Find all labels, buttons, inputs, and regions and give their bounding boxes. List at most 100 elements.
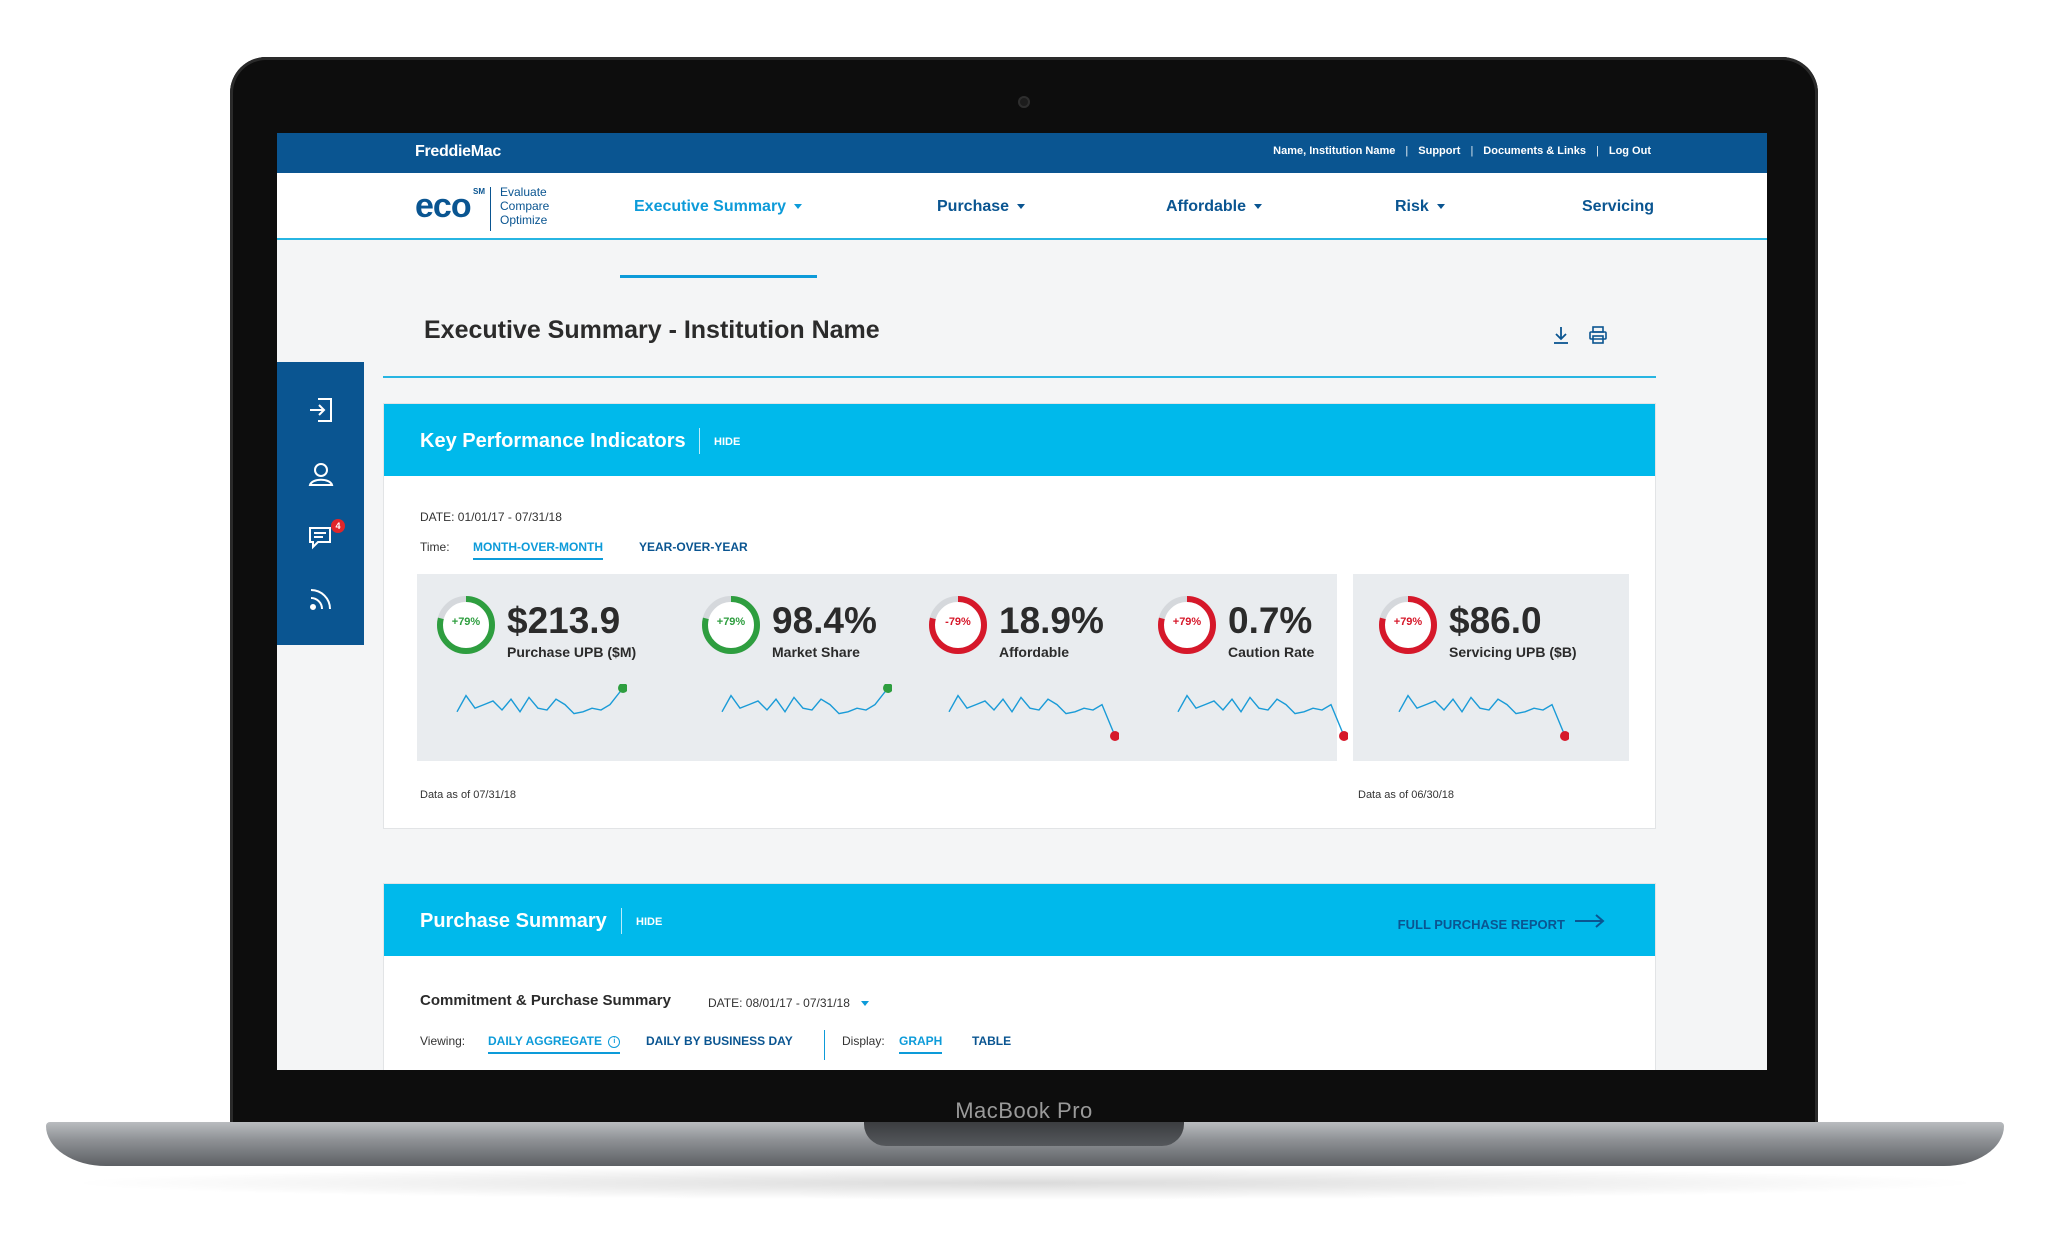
page-title: Executive Summary - Institution Name bbox=[424, 316, 880, 344]
screen: FreddieMac Name, Institution Name | Supp… bbox=[277, 133, 1767, 1070]
sparkline-endpoint bbox=[883, 684, 892, 693]
sparkline bbox=[1398, 694, 1569, 741]
nav-executive-summary[interactable]: Executive Summary bbox=[634, 198, 803, 216]
nav-label: Servicing bbox=[1582, 198, 1655, 215]
purchase-panel: Purchase Summary HIDE FULL PURCHASE REPO… bbox=[383, 883, 1656, 1070]
nav-risk[interactable]: Risk bbox=[1395, 198, 1445, 216]
messages-icon[interactable] bbox=[306, 522, 336, 552]
kpi-hide-link[interactable]: HIDE bbox=[714, 436, 741, 448]
eco-tagline: Evaluate Compare Optimize bbox=[500, 185, 549, 227]
tab-daily-by-business-day[interactable]: DAILY BY BUSINESS DAY bbox=[646, 1034, 793, 1048]
tab-month-over-month[interactable]: MONTH-OVER-MONTH bbox=[473, 540, 603, 560]
caret-down-icon bbox=[1254, 204, 1262, 210]
sparkline-endpoint bbox=[1560, 731, 1569, 741]
separator: | bbox=[1470, 145, 1474, 157]
documents-links-link[interactable]: Documents & Links bbox=[1483, 145, 1586, 157]
kpi-change: +79% bbox=[451, 616, 481, 628]
arrow-right-icon[interactable] bbox=[1575, 914, 1605, 928]
print-icon[interactable] bbox=[1588, 325, 1608, 345]
utility-links: Name, Institution Name | Support | Docum… bbox=[1273, 145, 1651, 157]
kpi-value: $86.0 bbox=[1449, 600, 1542, 641]
separator: | bbox=[1595, 145, 1599, 157]
camera-icon bbox=[1018, 96, 1030, 108]
kpi-date: DATE: 01/01/17 - 07/31/18 bbox=[420, 510, 562, 524]
progress-ring bbox=[1379, 596, 1437, 654]
nav-label: Executive Summary bbox=[634, 198, 787, 215]
caret-down-icon bbox=[1017, 204, 1026, 210]
kpi-card-caution-rate[interactable]: +79% 0.7% Caution Rate bbox=[1156, 594, 1376, 764]
kpi-label: Caution Rate bbox=[1228, 644, 1315, 660]
title-divider bbox=[383, 376, 1656, 378]
kpi-value: 98.4% bbox=[772, 600, 877, 641]
purchase-date[interactable]: DATE: 08/01/17 - 07/31/18 bbox=[708, 996, 870, 1010]
freddie-mac-logo[interactable]: FreddieMac bbox=[415, 143, 501, 160]
data-as-of-left: Data as of 07/31/18 bbox=[420, 789, 517, 801]
ring-fill bbox=[437, 596, 495, 654]
login-icon[interactable] bbox=[306, 395, 336, 425]
eco-logo[interactable]: eco bbox=[415, 187, 472, 225]
date-value: 08/01/17 - 07/31/18 bbox=[745, 996, 850, 1010]
feed-icon[interactable] bbox=[306, 584, 336, 614]
device-brand-label: MacBook Pro bbox=[955, 1098, 1093, 1123]
info-icon[interactable]: i bbox=[608, 1035, 621, 1048]
kpi-label: Market Share bbox=[772, 644, 860, 660]
tagline-line: Compare bbox=[500, 199, 550, 213]
download-icon[interactable] bbox=[1551, 325, 1571, 345]
tab-graph[interactable]: GRAPH bbox=[899, 1034, 943, 1054]
log-out-link[interactable]: Log Out bbox=[1608, 145, 1651, 157]
sparkline bbox=[1177, 694, 1348, 741]
kpi-label: Purchase UPB ($M) bbox=[507, 644, 637, 660]
kpi-card-servicing-upb[interactable]: +79% $86.0 Servicing UPB ($B) bbox=[1377, 594, 1597, 764]
purchase-header: Purchase Summary HIDE FULL PURCHASE REPO… bbox=[384, 884, 1655, 956]
kpi-panel: Key Performance Indicators HIDE DATE: 01… bbox=[383, 403, 1656, 829]
left-sidebar: 4 bbox=[277, 362, 364, 645]
nav-servicing[interactable]: Servicing bbox=[1582, 198, 1654, 216]
purchase-hide-link[interactable]: HIDE bbox=[636, 916, 663, 928]
account-link[interactable]: Name, Institution Name bbox=[1273, 145, 1396, 157]
date-value: 01/01/17 - 07/31/18 bbox=[457, 510, 562, 524]
kpi-change: +79% bbox=[716, 616, 746, 628]
options-divider bbox=[824, 1030, 825, 1060]
tagline-line: Optimize bbox=[500, 213, 548, 227]
nav-purchase[interactable]: Purchase bbox=[937, 198, 1026, 216]
support-link[interactable]: Support bbox=[1418, 145, 1461, 157]
laptop-notch bbox=[864, 1122, 1184, 1146]
kpi-card-purchase-upb[interactable]: +79% $213.9 Purchase UPB ($M) bbox=[435, 594, 655, 764]
kpi-label: Servicing UPB ($B) bbox=[1449, 644, 1577, 660]
header-divider bbox=[621, 908, 622, 934]
ring-fill bbox=[929, 596, 987, 654]
ring-fill bbox=[702, 596, 760, 654]
service-mark: SM bbox=[473, 187, 485, 196]
tagline-line: Evaluate bbox=[500, 185, 547, 199]
kpi-value: $213.9 bbox=[507, 600, 621, 641]
logo-divider bbox=[490, 187, 491, 231]
kpi-value: 18.9% bbox=[999, 600, 1104, 641]
sparkline bbox=[456, 684, 627, 715]
tab-daily-aggregate[interactable]: DAILY AGGREGATE i bbox=[488, 1034, 621, 1054]
nav-label: Risk bbox=[1395, 198, 1429, 215]
top-utility-bar: FreddieMac Name, Institution Name | Supp… bbox=[277, 133, 1767, 173]
progress-ring bbox=[437, 596, 495, 654]
sparkline-path bbox=[1177, 694, 1345, 737]
sparkline bbox=[948, 694, 1119, 741]
full-purchase-report-link[interactable]: FULL PURCHASE REPORT bbox=[1397, 917, 1565, 932]
nav-affordable[interactable]: Affordable bbox=[1166, 198, 1262, 216]
nav-label: Affordable bbox=[1166, 198, 1246, 215]
header-divider bbox=[699, 428, 700, 454]
message-count-badge: 4 bbox=[331, 519, 345, 533]
sparkline-endpoint bbox=[1339, 731, 1348, 741]
progress-ring bbox=[929, 596, 987, 654]
kpi-card-market-share[interactable]: +79% 98.4% Market Share bbox=[700, 594, 920, 764]
viewing-label: Viewing: bbox=[420, 1034, 466, 1048]
date-label: DATE: bbox=[420, 510, 455, 524]
kpi-value: 0.7% bbox=[1228, 600, 1313, 641]
active-nav-indicator bbox=[620, 275, 817, 278]
tab-table[interactable]: TABLE bbox=[972, 1034, 1012, 1048]
kpi-card-affordable[interactable]: -79% 18.9% Affordable bbox=[927, 594, 1147, 764]
commitment-purchase-subtitle: Commitment & Purchase Summary bbox=[420, 992, 671, 1009]
kpi-label: Affordable bbox=[999, 644, 1069, 660]
user-icon[interactable] bbox=[306, 459, 336, 489]
caret-down-icon bbox=[1436, 204, 1445, 210]
tab-year-over-year[interactable]: YEAR-OVER-YEAR bbox=[639, 540, 748, 554]
kpi-change: +79% bbox=[1393, 616, 1423, 628]
